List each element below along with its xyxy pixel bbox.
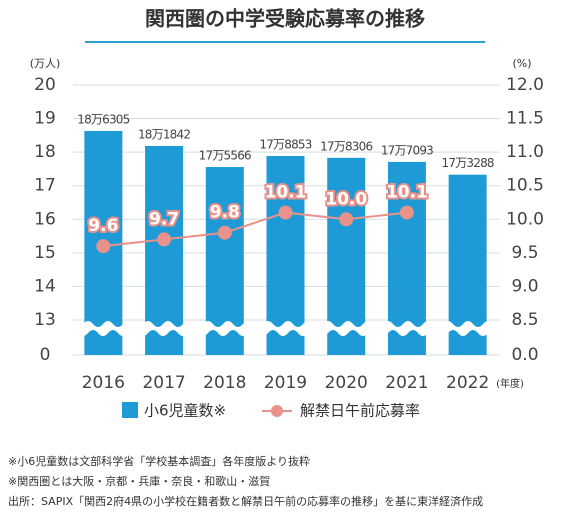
bar-value-label: 17万8306 (320, 139, 372, 153)
x-tick-label: 2020 (325, 373, 368, 393)
y-tick-label: 19 (34, 109, 56, 129)
chart-title: 関西圏の中学受験応募率の推移 (145, 7, 425, 31)
bar-value-label: 17万8853 (259, 137, 311, 151)
overlay: 18万6305 18万1842 17万5566 17万8853 17万8306 17万70… (77, 112, 495, 254)
x-tick-label: 2022 (446, 373, 489, 393)
y2-tick-label: 9.5 (511, 243, 538, 263)
y-tick-label: 13 (34, 310, 56, 330)
note: 出所：SAPIX「関西2府4県の小学校在籍者数と解禁日午前の応募率の推移」を基に… (8, 494, 483, 508)
legend-label: 解禁日午前応募率 (300, 402, 420, 420)
bar-value-label: 18万6305 (77, 112, 129, 126)
plot (48, 84, 523, 356)
y2-tick-label: 10.0 (506, 209, 544, 229)
x-tick-label: 2016 (82, 373, 125, 393)
line-value-label: 9.6 (88, 216, 118, 236)
y2-tick-label: 8.5 (511, 310, 538, 330)
line-value-label: 10.0 (325, 189, 367, 209)
line-value-label: 10.1 (265, 183, 307, 203)
line-point (278, 205, 293, 220)
x-unit: (年度) (496, 377, 524, 390)
y2-tick-label: 11.5 (506, 109, 544, 129)
y-tick-label: 16 (34, 209, 56, 229)
line-point (217, 225, 232, 240)
y2-tick-label: 10.5 (506, 176, 544, 196)
line-value-label: 9.7 (149, 209, 179, 229)
line-point (399, 205, 414, 220)
line-point (96, 239, 111, 254)
y2-tick-label: 9.0 (511, 276, 538, 296)
bar-value-label: 17万5566 (199, 149, 251, 163)
x-tick-label: 2017 (142, 373, 185, 393)
note: ※小6児童数は文部科学省「学校基本調査」各年度版より抜粋 (8, 454, 310, 468)
line-point (339, 212, 354, 227)
y2-tick-label: 12.0 (506, 75, 544, 95)
legend-label: 小6児童数※ (144, 402, 226, 420)
y-tick-label: 20 (34, 75, 56, 95)
line-point (157, 232, 172, 247)
y-tick-label: 18 (34, 142, 56, 162)
x-tick-label: 2021 (385, 373, 428, 393)
y2-unit: (%) (512, 57, 531, 70)
bar (145, 145, 184, 355)
y-tick-label: 14 (34, 276, 56, 296)
note: ※関西圏とは大阪・京都・兵庫・奈良・和歌山・滋賀 (8, 474, 270, 488)
bar-value-label: 18万1842 (138, 127, 190, 141)
y-tick-label: 0 (40, 345, 51, 365)
line-value-label: 10.1 (386, 183, 428, 203)
line (103, 211, 408, 248)
x-tick-label: 2019 (264, 373, 307, 393)
bar-value-label: 17万7093 (381, 143, 433, 157)
axis-break (48, 321, 523, 336)
y-tick-label: 15 (34, 243, 56, 263)
y2-tick-label: 11.0 (506, 142, 544, 162)
y-tick-label: 17 (34, 176, 56, 196)
x-tick-label: 2018 (203, 373, 246, 393)
legend-point (271, 405, 283, 417)
y-unit: (万人) (30, 57, 61, 70)
legend-swatch (122, 402, 138, 418)
line-value-label: 9.8 (210, 203, 240, 223)
y2-tick-label: 0.0 (511, 345, 538, 365)
bar-value-label: 17万3288 (442, 156, 494, 170)
